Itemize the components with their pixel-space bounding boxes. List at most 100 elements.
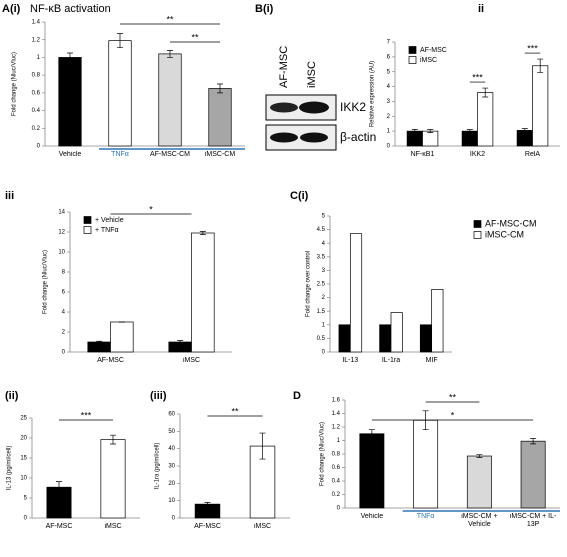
error-bar xyxy=(427,129,434,133)
error-bar xyxy=(530,438,537,445)
x-tick-label: IKK2 xyxy=(469,151,486,158)
x-tick-label: iMSC xyxy=(182,357,201,364)
error-bar xyxy=(368,429,375,439)
x-tick-label: AF-MSC xyxy=(45,523,73,530)
blot-band xyxy=(270,132,298,143)
x-tick-label-box: iMSC xyxy=(182,357,201,364)
lane-label: AF-MSC xyxy=(278,46,290,88)
bar xyxy=(532,65,549,147)
y-tick-label: 20 xyxy=(168,481,175,487)
y-tick-label: 0 xyxy=(37,144,41,150)
bar xyxy=(466,455,492,509)
x-tick-label: RelA xyxy=(524,151,541,158)
y-axis-label: IL-13 (pg/ml/cell) xyxy=(7,446,13,491)
y-tick-label: 0.8 xyxy=(332,452,341,458)
y-tick-label: 1.6 xyxy=(332,398,341,404)
y-tick-label: 40 xyxy=(168,446,175,452)
y-tick-label: 1 xyxy=(37,55,41,61)
x-tick-label: MIF xyxy=(425,357,438,364)
error-bar xyxy=(199,231,206,235)
x-tick-label: TNFα xyxy=(416,513,435,520)
x-tick-label-box: Vehicle xyxy=(59,151,82,158)
blot-band xyxy=(299,101,329,114)
legend-swatch xyxy=(83,226,92,234)
y-tick-label: 2 xyxy=(322,295,326,301)
x-tick-label-box: AF-MSC xyxy=(97,357,124,364)
band-label: β-actin xyxy=(340,130,376,144)
bar xyxy=(349,233,363,353)
legend-label: AF-MSC-CM xyxy=(485,218,537,228)
y-tick-label: 1.2 xyxy=(32,37,41,43)
x-tick-label: AF-MSC xyxy=(194,523,221,530)
significance-label: ** xyxy=(191,32,199,42)
chart-title: NF-κB activation xyxy=(30,3,111,15)
y-tick-label: 3 xyxy=(322,268,326,274)
legend-label: iMSC xyxy=(420,57,437,64)
y-tick-label: 0.2 xyxy=(332,492,341,498)
x-tick-label-box: NF-κB1 xyxy=(411,151,435,158)
y-tick-label: 0 xyxy=(172,516,176,522)
error-bar xyxy=(217,83,223,94)
y-axis-label: Fold change (Nluc/Vluc) xyxy=(43,250,49,314)
y-tick-label: 0.5 xyxy=(317,336,326,342)
y-axis-label: IL-1ra (pg/ml/cell) xyxy=(155,443,161,490)
y-tick-label: 12 xyxy=(58,230,65,236)
bar xyxy=(158,53,182,147)
y-tick-label: 1.5 xyxy=(317,309,326,315)
x-tick-label: iMSC xyxy=(253,523,272,530)
bar xyxy=(406,130,423,147)
x-tick-label-box: MIF xyxy=(425,357,438,364)
legend-label: AF-MSC xyxy=(420,47,447,54)
x-tick-label-box: AF-MSC xyxy=(194,523,221,530)
error-bar xyxy=(177,340,184,344)
bar xyxy=(520,440,546,509)
x-tick-label-box: Vehicle xyxy=(360,513,384,520)
y-tick-label: 2 xyxy=(62,330,66,336)
x-tick-label-box: IKK2 xyxy=(469,151,486,158)
legend-label: + TNFα xyxy=(95,227,119,234)
legend-label: + Vehicle xyxy=(95,217,124,224)
error-bar xyxy=(56,481,62,494)
y-tick-label: 2 xyxy=(387,114,391,120)
x-tick-label: iMSC-CM xyxy=(204,151,236,158)
error-bar xyxy=(110,434,116,445)
error-bar xyxy=(167,49,173,58)
x-tick-label: Vehicle xyxy=(360,513,384,520)
y-tick-label: 8 xyxy=(62,270,66,276)
y-tick-label: 10 xyxy=(20,476,27,482)
significance-label: * xyxy=(149,204,153,214)
error-bar xyxy=(466,129,473,133)
y-tick-label: 0 xyxy=(322,350,326,356)
y-tick-label: 14 xyxy=(58,210,65,216)
y-tick-label: 0.2 xyxy=(32,126,41,132)
y-tick-label: 4.5 xyxy=(317,227,326,233)
blot-band xyxy=(270,102,298,113)
y-tick-label: 20 xyxy=(20,436,27,442)
x-tick-label-box: IL-1ra xyxy=(382,357,400,364)
x-tick-label-box: IL-13 xyxy=(342,357,358,364)
western-blot: B(i) AF-MSC iMSC IKK2 β-actin xyxy=(255,3,376,151)
x-tick-label-box: RelA xyxy=(524,151,541,158)
panel-label: D xyxy=(293,390,301,402)
bar xyxy=(100,439,126,519)
y-tick-label: 5 xyxy=(322,214,326,220)
y-tick-label: 10 xyxy=(168,498,175,504)
bar xyxy=(191,232,215,353)
x-tick-label: iMSC xyxy=(104,523,122,530)
error-bar xyxy=(411,129,418,134)
bar xyxy=(359,433,385,509)
legend-swatch xyxy=(83,216,92,224)
x-tick-label: iMSC-CM + Vehicle xyxy=(461,513,498,528)
y-tick-label: 2.5 xyxy=(317,282,326,288)
y-tick-label: 0 xyxy=(62,350,66,356)
x-tick-label-box: iMSC xyxy=(104,523,122,530)
y-tick-label: 1 xyxy=(322,322,326,328)
panel-label: (ii) xyxy=(5,390,19,402)
y-tick-label: 3 xyxy=(387,99,391,105)
significance-label: ** xyxy=(231,406,239,416)
x-tick-label-box: AF-MSC-CM xyxy=(150,151,190,158)
legend-swatch xyxy=(408,46,417,54)
y-axis-label: Fold change (Nluc/Vluc) xyxy=(12,52,18,116)
y-tick-label: 4 xyxy=(387,84,391,90)
